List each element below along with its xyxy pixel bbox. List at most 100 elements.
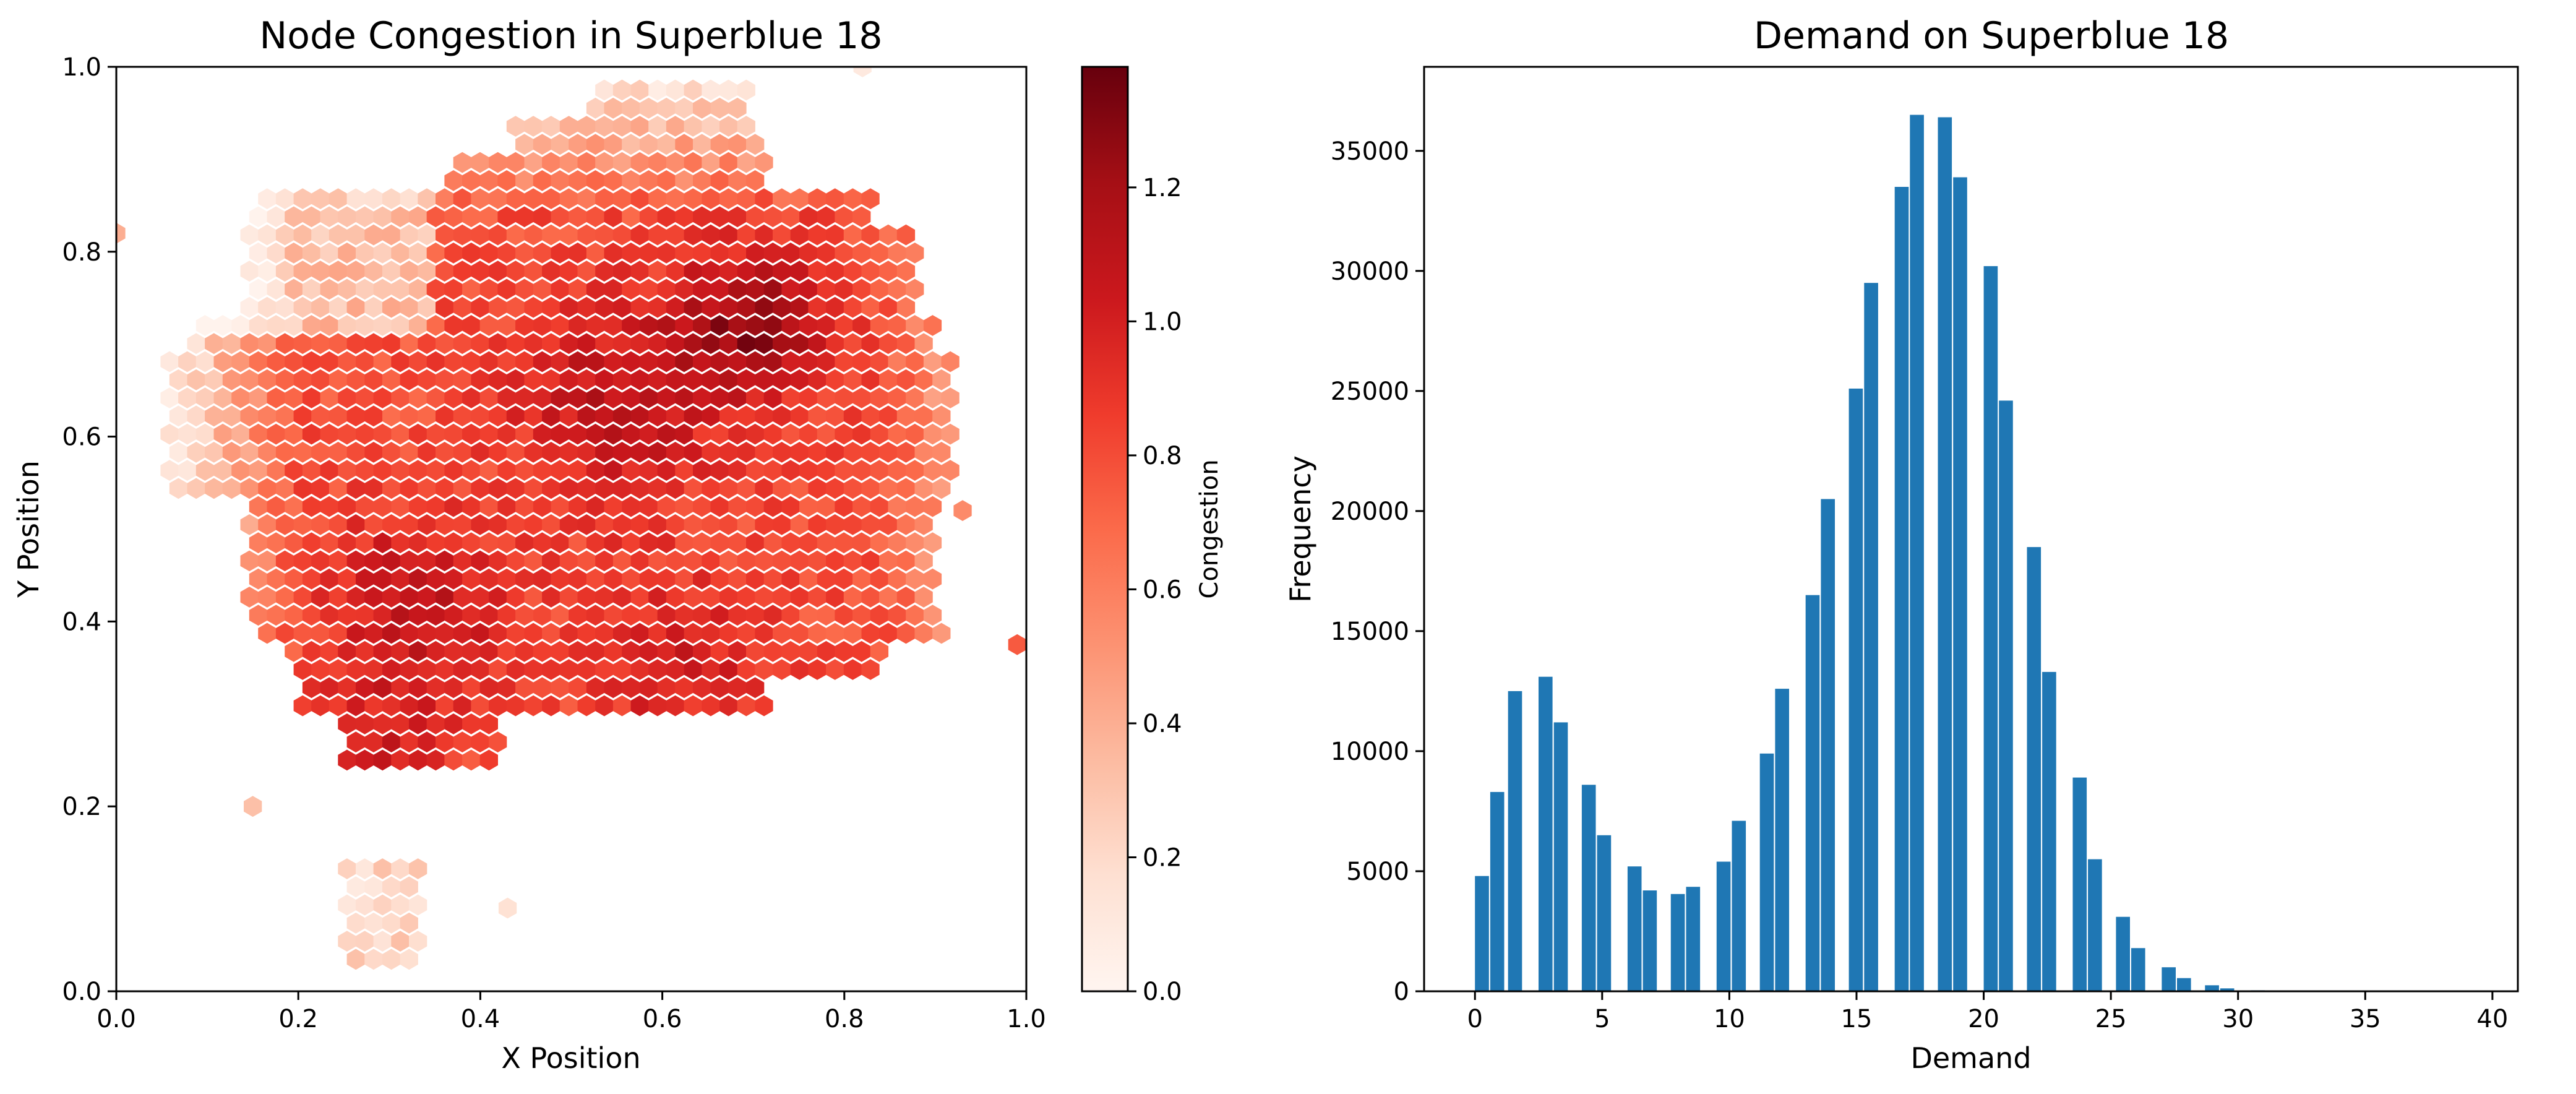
hexbin-cell: [436, 622, 454, 644]
hexbin-cell: [693, 243, 711, 264]
hexbin-cell: [373, 858, 392, 879]
hexbin-cell: [559, 442, 578, 463]
hexbin-cell: [338, 713, 356, 734]
hexbin-cell: [551, 640, 569, 662]
hexbin-cell: [373, 243, 392, 264]
y-tick-label: 10000: [1331, 738, 1409, 766]
hexbin-cell: [684, 695, 702, 717]
hexbin-cell: [391, 749, 410, 771]
hexbin-cell: [275, 514, 294, 535]
hexbin-cell: [710, 532, 729, 554]
hexbin-cell: [879, 333, 898, 355]
hexbin-cell: [338, 640, 356, 662]
hexbin-cell: [710, 134, 729, 155]
hexbin-cell: [755, 442, 773, 463]
hexbin-cell: [409, 206, 427, 228]
hexbin-cell: [515, 460, 534, 481]
hexbin-cell: [630, 79, 649, 101]
hexbin-cell: [595, 333, 614, 355]
x-tick-label: 0.2: [278, 1005, 318, 1033]
hexbin-cell: [249, 423, 268, 445]
hexbin-cell: [471, 333, 489, 355]
hexbin-cell: [684, 550, 702, 572]
hexbin-cell: [524, 442, 543, 463]
hexbin-cell: [542, 550, 560, 572]
hexbin-cell: [418, 333, 436, 355]
hexbin-cell: [293, 224, 312, 246]
hexbin-cell: [666, 622, 685, 644]
hexbin-cell: [320, 278, 338, 300]
hexbin-cell: [826, 405, 844, 427]
hexbin-cell: [666, 261, 685, 282]
hexbin-cell: [702, 261, 720, 282]
hexbin-cell: [666, 695, 685, 717]
hexbin-cell: [364, 949, 383, 970]
hexbin-cell: [356, 894, 374, 916]
histogram-bar: [2088, 859, 2102, 991]
hexbin-cell: [302, 206, 321, 228]
hexbin-cell: [852, 387, 871, 408]
hexbin-cells: [116, 67, 1026, 970]
hexbin-cell: [559, 405, 578, 427]
hexbin-cell: [453, 296, 471, 318]
hexbin-cell: [932, 369, 951, 390]
hexbin-cell: [612, 79, 632, 101]
hexbin-cell: [249, 243, 268, 264]
hexbin-cell: [852, 496, 871, 517]
hexbin-cell: [595, 261, 614, 282]
x-tick-label: 20: [1968, 1005, 1999, 1033]
hexbin-cell: [311, 622, 330, 644]
hexbin-cell: [666, 116, 685, 137]
hexbin-cell: [391, 496, 410, 517]
hexbin-cell: [373, 460, 392, 481]
hexbin-cell: [497, 387, 516, 408]
colorbar: 0.0 0.2 0.4 0.6 0.8 1.0 1.2 Congestion: [1081, 66, 1224, 1006]
hexbin-cell: [808, 261, 826, 282]
hexbin-cell: [559, 550, 578, 572]
hexbin-cell: [861, 261, 880, 282]
hexbin-cell: [258, 550, 277, 572]
hexbin-cell: [328, 333, 348, 355]
hexbin-cell: [506, 152, 525, 173]
hexbin-cell: [896, 296, 916, 318]
hexbin-cell: [436, 333, 454, 355]
hexbin-cell: [835, 605, 853, 626]
hexbin-cell: [267, 460, 285, 481]
hexbin-cell: [240, 587, 259, 608]
hexbin-cell: [258, 333, 277, 355]
hexbin-cell: [666, 79, 685, 101]
hexbin-cell: [799, 532, 818, 554]
hexbin-cell: [826, 587, 844, 608]
hexbin-cell: [595, 622, 614, 644]
hexbin-cell: [684, 514, 702, 535]
hexbin-cell: [391, 278, 410, 300]
hexbin-cell: [559, 224, 578, 246]
hexbin-cell: [346, 876, 365, 898]
hexbin-cell: [577, 296, 596, 318]
hexbin-cell: [479, 532, 498, 554]
hexbin-cell: [719, 224, 738, 246]
hexbin-cell: [285, 568, 303, 590]
hexbin-cell: [577, 224, 596, 246]
hexbin-cell: [267, 532, 285, 554]
hexbin-cell: [338, 351, 356, 373]
hexbin-cell: [240, 550, 259, 572]
hexbin-cell: [702, 152, 720, 173]
hexbin-cell: [728, 460, 747, 481]
hexbin-cell: [604, 351, 622, 373]
hexbin-cell: [719, 333, 738, 355]
hexbin-cell: [346, 659, 365, 680]
hexbin-cell: [302, 568, 321, 590]
hexbin-cell: [364, 514, 383, 535]
hexbin-cell: [799, 568, 818, 590]
hexbin-cell: [213, 351, 232, 373]
hexbin-cell: [817, 460, 835, 481]
hexbin-cell: [418, 296, 436, 318]
hexbin-cell: [648, 261, 667, 282]
hexbin-cell: [373, 532, 392, 554]
hexbin-cell: [914, 369, 933, 390]
hexbin-cell: [338, 931, 356, 952]
hexbin-cell: [559, 622, 578, 644]
hexbin-cell: [444, 423, 463, 445]
hexbin-cell: [409, 315, 427, 336]
